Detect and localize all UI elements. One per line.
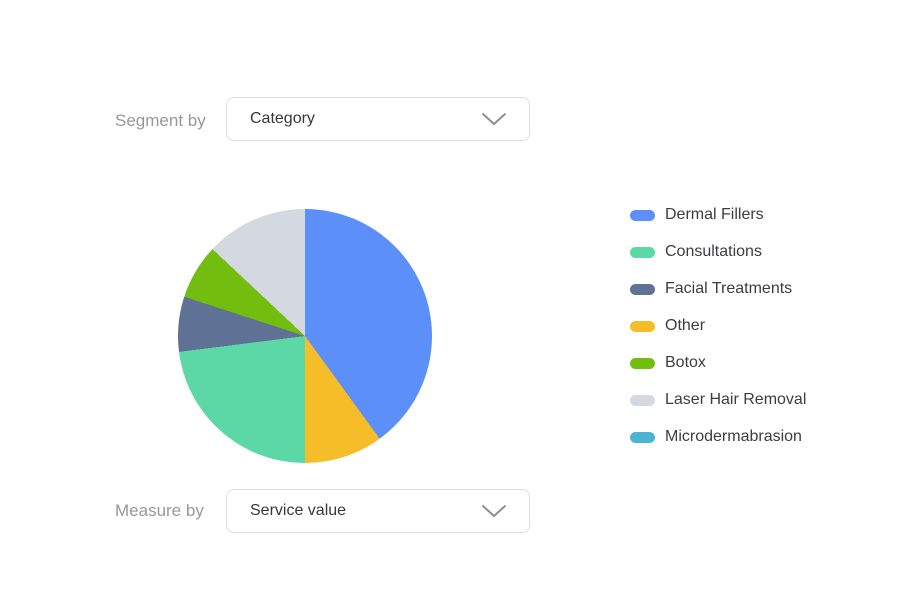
legend-item-label: Dermal Fillers [665,206,764,223]
chevron-down-icon [482,505,506,517]
legend-swatch [630,357,655,369]
legend-item[interactable]: Botox [630,352,806,374]
measure-by-label: Measure by [115,501,204,520]
pie-chart[interactable] [178,209,432,463]
legend-item-label: Laser Hair Removal [665,391,807,408]
legend-swatch [630,320,655,332]
segment-by-value: Category [250,110,315,127]
legend-item-label: Consultations [665,243,762,260]
legend-item-label: Facial Treatments [665,280,793,297]
legend-swatch [630,431,655,443]
legend-item[interactable]: Facial Treatments [630,278,806,300]
measure-by-value: Service value [250,502,347,519]
legend-item-label: Botox [665,354,706,371]
legend-item[interactable]: Microdermabrasion [630,426,806,448]
legend-item[interactable]: Dermal Fillers [630,204,806,226]
legend-swatch [630,283,655,295]
legend-item-label: Other [665,317,706,334]
legend-item[interactable]: Laser Hair Removal [630,389,806,411]
legend-swatch [630,209,655,221]
segment-by-select[interactable]: Category [226,97,530,141]
measure-by-select[interactable]: Service value [226,489,530,533]
segment-by-label: Segment by [115,111,206,130]
legend-item[interactable]: Other [630,315,806,337]
legend-swatch [630,246,655,258]
legend-item[interactable]: Consultations [630,241,806,263]
legend-item-label: Microdermabrasion [665,428,802,445]
chevron-down-icon [482,113,506,125]
legend: Dermal Fillers Consultations Facial Treatm… [630,204,806,463]
legend-swatch [630,394,655,406]
